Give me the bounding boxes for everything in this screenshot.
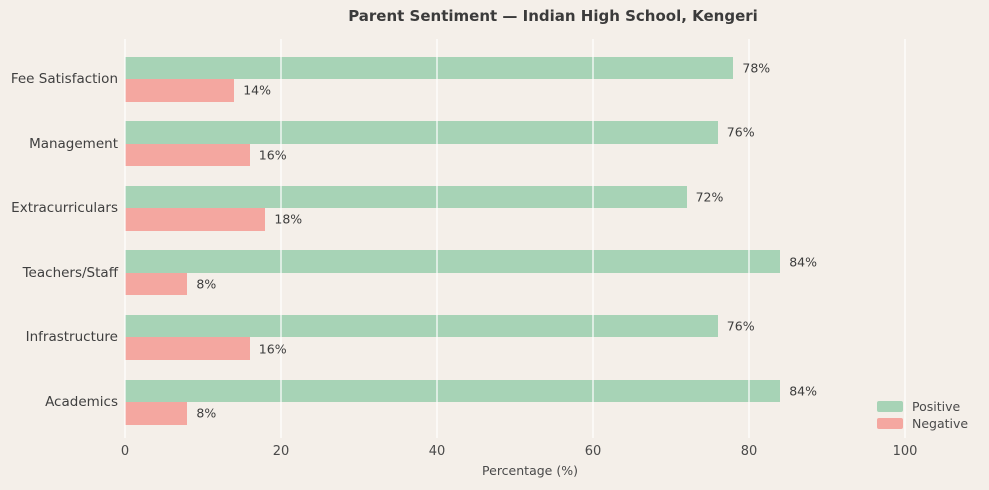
bar-negative-management (125, 143, 250, 167)
category-label: Academics (45, 394, 118, 410)
value-label: 8% (196, 405, 217, 421)
gridline (124, 39, 126, 438)
value-label: 16% (258, 341, 287, 357)
legend-swatch-icon (877, 418, 903, 429)
value-label: 84% (789, 383, 817, 399)
value-label: 72% (695, 189, 724, 205)
bar-positive-academics (125, 379, 781, 402)
x-axis-title: Percentage (%) (482, 463, 578, 478)
bar-positive-fee-satisfaction (125, 56, 734, 79)
legend-item-negative: Negative (877, 415, 968, 432)
gridline (436, 39, 438, 438)
bar-positive-teachers-staff (125, 250, 781, 273)
legend-label: Negative (912, 416, 969, 431)
chart-title: Parent Sentiment — Indian High School, K… (348, 7, 758, 25)
gridline (748, 39, 750, 438)
x-tick-label: 60 (584, 444, 602, 459)
value-label: 76% (726, 318, 755, 334)
x-tick-label: 100 (892, 444, 918, 459)
bar-negative-academics (125, 402, 188, 425)
bar-negative-extracurriculars (125, 208, 266, 231)
value-label: 76% (726, 124, 755, 140)
value-label: 16% (258, 147, 287, 163)
bar-negative-infrastructure (125, 337, 250, 360)
value-label: 14% (243, 82, 271, 98)
value-label: 8% (196, 276, 217, 292)
category-label: Infrastructure (25, 329, 118, 346)
bar-negative-fee-satisfaction (125, 79, 235, 102)
bar-positive-extracurriculars (125, 185, 687, 209)
value-label: 18% (274, 211, 303, 227)
category-label: Fee Satisfaction (10, 71, 118, 87)
gridline (904, 39, 906, 438)
legend-label: Positive (912, 399, 961, 414)
plot-area: 78% 14% 76% 16% 72% 18% 84% 8% 76% 16% 84% 8% (124, 39, 906, 438)
bar-positive-infrastructure (125, 314, 718, 338)
legend-swatch-icon (877, 401, 903, 412)
category-label: Management (29, 135, 118, 152)
value-label: 78% (742, 60, 771, 76)
category-label: Extracurriculars (11, 200, 118, 217)
gridline (592, 39, 594, 438)
gridline (280, 39, 282, 438)
x-tick-label: 20 (272, 444, 290, 459)
x-tick-label: 40 (428, 444, 446, 459)
value-label: 84% (789, 254, 817, 270)
bar-positive-management (125, 121, 718, 144)
bar-negative-teachers-staff (125, 272, 188, 296)
legend-item-positive: Positive (877, 398, 968, 415)
x-tick-label: 80 (740, 444, 758, 459)
legend: Positive Negative (877, 398, 968, 432)
x-tick-label: 0 (120, 444, 130, 459)
category-label: Teachers/Staff (22, 264, 118, 281)
